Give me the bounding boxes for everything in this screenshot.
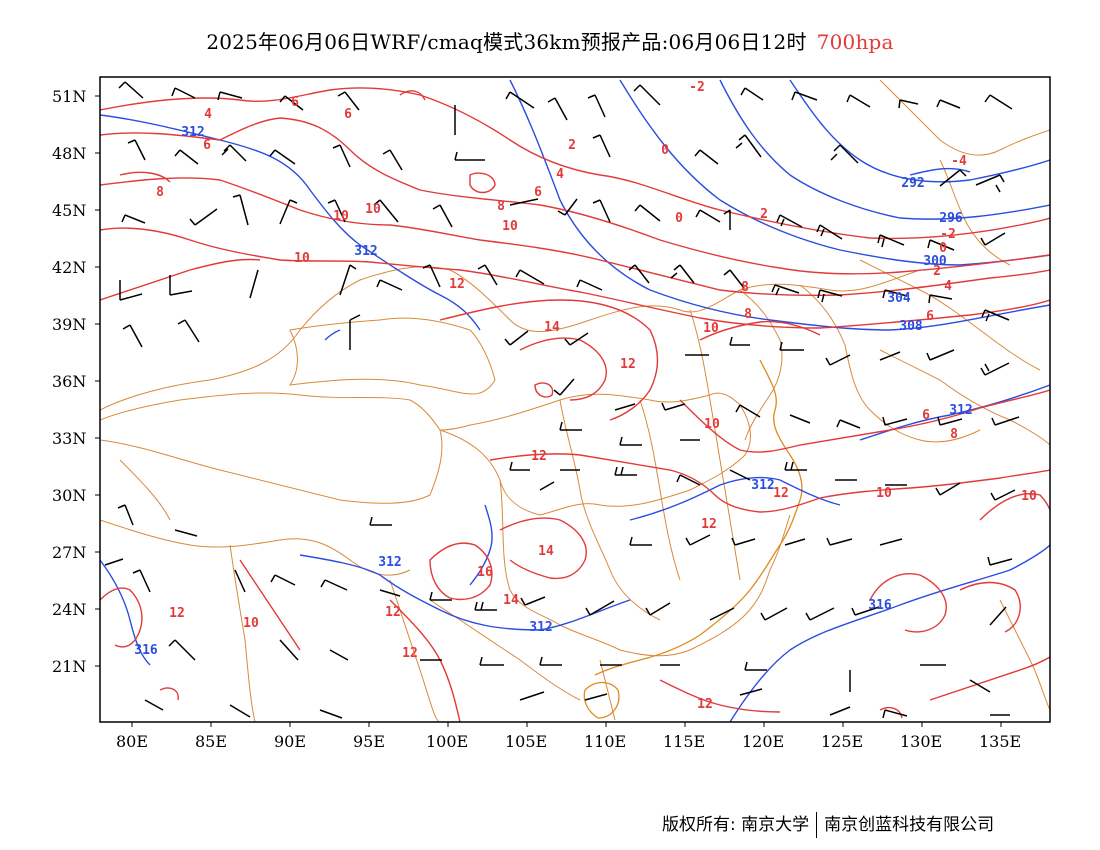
- height-label: 312: [378, 555, 401, 570]
- axis-ticks: [95, 95, 1002, 727]
- temp-label: 6: [203, 138, 211, 153]
- height-label: 296: [939, 211, 963, 226]
- lat-label: 21N: [52, 657, 87, 676]
- lon-label: 100E: [426, 732, 469, 751]
- height-label: 312: [181, 125, 204, 140]
- footer-copyright: 版权所有: 南京大学: [662, 815, 810, 835]
- temp-label: 10: [365, 202, 381, 217]
- temp-label: 12: [385, 605, 401, 620]
- lon-label: 115E: [663, 732, 706, 751]
- temp-label: 12: [620, 357, 636, 372]
- height-label: 312: [529, 620, 552, 635]
- temp-label: 10: [1021, 489, 1037, 504]
- temp-label: 12: [701, 517, 717, 532]
- lat-label: 48N: [52, 144, 87, 163]
- height-label: 308: [899, 319, 923, 334]
- hainan-island: [583, 681, 620, 719]
- temp-label: 12: [449, 277, 465, 292]
- lon-label: 90E: [274, 732, 307, 751]
- temp-label: 2: [760, 207, 768, 222]
- temp-label: 6: [291, 95, 299, 110]
- temp-label: 4: [204, 107, 212, 122]
- chart-title: 2025年06月06日WRF/cmaq模式36km预报产品:06月06日12时 7…: [0, 26, 1100, 55]
- temp-label: 12: [697, 697, 713, 712]
- temp-label: 10: [876, 486, 892, 501]
- lon-label: 120E: [742, 732, 785, 751]
- lon-label: 105E: [505, 732, 548, 751]
- temp-label: 14: [544, 320, 560, 335]
- temp-label: 16: [477, 565, 493, 580]
- temp-label: 12: [773, 486, 789, 501]
- temp-label: 6: [534, 185, 542, 200]
- lat-label: 45N: [52, 201, 87, 220]
- lat-label: 51N: [52, 87, 87, 106]
- lon-label: 135E: [979, 732, 1022, 751]
- footer-separator: [816, 812, 818, 838]
- temp-label: 6: [344, 107, 352, 122]
- temp-label: 8: [741, 280, 749, 295]
- coastline: [594, 359, 803, 676]
- temp-label: 8: [156, 185, 164, 200]
- temp-label: 10: [294, 251, 310, 266]
- map-frame: [99, 76, 1051, 723]
- temp-label: 14: [503, 593, 519, 608]
- temp-label: 12: [531, 449, 547, 464]
- temp-label: -2: [689, 80, 705, 95]
- temp-label: 0: [939, 241, 947, 256]
- lat-label: 27N: [52, 543, 87, 562]
- lon-label: 130E: [900, 732, 943, 751]
- lat-label: 30N: [52, 486, 87, 505]
- temp-label: 10: [703, 321, 719, 336]
- lon-label: 95E: [353, 732, 386, 751]
- temp-label: 10: [704, 417, 720, 432]
- temp-label: -4: [951, 154, 967, 169]
- temp-label: 10: [333, 209, 349, 224]
- temp-label: 0: [675, 211, 683, 226]
- temperature-contours: [100, 87, 1050, 722]
- height-label: 312: [354, 244, 377, 259]
- height-label: 312: [751, 478, 774, 493]
- height-label: 316: [134, 643, 158, 658]
- footer: 版权所有: 南京大学 南京创蓝科技有限公司: [662, 810, 994, 838]
- temp-label: 2: [568, 138, 576, 153]
- temp-label: 6: [926, 309, 934, 324]
- height-label: 316: [868, 598, 892, 613]
- temp-label: 8: [497, 199, 505, 214]
- lat-label: 24N: [52, 600, 87, 619]
- temp-label: 2: [933, 264, 941, 279]
- wind-barbs: [104, 81, 1020, 719]
- lat-label: 36N: [52, 372, 87, 391]
- temp-label: 10: [243, 616, 259, 631]
- lon-label: 85E: [195, 732, 228, 751]
- temp-label: 0: [661, 143, 669, 158]
- temp-label: 6: [922, 408, 930, 423]
- temp-label: 14: [538, 544, 554, 559]
- height-label: 300: [923, 254, 947, 269]
- temp-label: 10: [502, 219, 518, 234]
- title-main: 2025年06月06日WRF/cmaq模式36km预报产品:06月06日12时: [206, 30, 807, 54]
- height-label: 304: [887, 291, 911, 306]
- lat-label: 42N: [52, 258, 87, 277]
- lon-label: 110E: [584, 732, 627, 751]
- temp-label: 12: [402, 646, 418, 661]
- height-label: 312: [949, 403, 972, 418]
- title-level: 700hpa: [816, 30, 894, 54]
- lon-label: 125E: [821, 732, 864, 751]
- temp-label: 4: [944, 279, 952, 294]
- lon-label: 80E: [116, 732, 149, 751]
- lat-label: 33N: [52, 429, 87, 448]
- temp-label: 8: [950, 427, 958, 442]
- temp-label: 12: [169, 606, 185, 621]
- footer-company: 南京创蓝科技有限公司: [824, 815, 995, 835]
- height-label: 292: [901, 176, 924, 191]
- temp-label: 8: [744, 307, 752, 322]
- temp-label: 4: [556, 167, 564, 182]
- lat-label: 39N: [52, 315, 87, 334]
- temp-label: -2: [940, 227, 956, 242]
